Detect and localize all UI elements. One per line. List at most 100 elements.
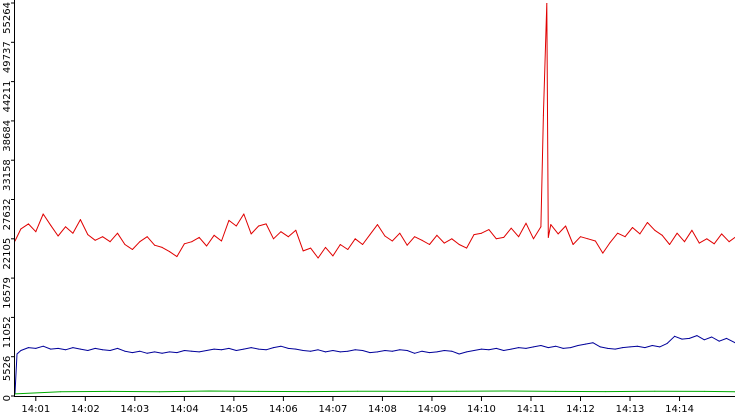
data-point [243, 213, 245, 215]
data-point [555, 390, 557, 392]
data-point [609, 241, 611, 243]
data-point [57, 235, 59, 237]
data-point [94, 239, 96, 241]
x-tick-label: 14:11 [517, 404, 546, 415]
data-point [518, 236, 520, 238]
data-point [654, 229, 656, 231]
data-point [698, 242, 700, 244]
data-point [505, 390, 507, 392]
data-point [674, 335, 676, 337]
data-point [325, 351, 326, 353]
data-point [332, 350, 334, 351]
data-point [572, 244, 574, 245]
data-point [661, 234, 663, 236]
x-axis-ticks: 14:01 14:02 14:03 14:04 14:05 14:06 14:07 14:08… [21, 397, 694, 415]
data-point [540, 345, 542, 346]
data-point [146, 352, 148, 354]
data-point [713, 243, 715, 245]
data-point [243, 348, 245, 350]
y-tick-label: 16579 [2, 277, 13, 309]
y-tick-label: 44211 [2, 81, 13, 113]
data-point [117, 232, 118, 234]
data-point [198, 236, 200, 238]
data-point [176, 256, 178, 258]
series-2 [14, 335, 735, 394]
data-point [565, 225, 567, 227]
data-point [384, 235, 386, 237]
data-point [594, 240, 596, 242]
data-point [659, 346, 661, 348]
data-point [280, 345, 282, 347]
y-tick-label: 22105 [2, 238, 13, 270]
data-point [684, 241, 685, 243]
data-point [550, 224, 552, 226]
data-point [599, 346, 601, 348]
data-point [295, 229, 297, 231]
data-point [102, 349, 104, 351]
data-point [339, 244, 341, 245]
data-point [458, 353, 460, 355]
x-tick-label: 14:03 [120, 404, 149, 415]
data-point [639, 233, 641, 235]
data-point [362, 244, 364, 245]
series-3 [14, 390, 735, 395]
data-point [161, 352, 163, 354]
data-point [546, 3, 548, 4]
data-point [646, 222, 648, 223]
data-point [354, 238, 356, 240]
data-point [60, 391, 62, 393]
data-point [399, 349, 401, 351]
data-point [495, 347, 497, 349]
x-tick-label: 14:07 [318, 404, 347, 415]
data-point [510, 227, 512, 229]
data-point [456, 390, 458, 392]
x-tick-label: 14:09 [418, 404, 447, 415]
data-point [518, 347, 520, 349]
data-point [310, 247, 312, 249]
data-point [391, 350, 393, 352]
y-tick-label: 5526 [2, 356, 13, 381]
data-point [339, 351, 341, 353]
data-point [562, 347, 564, 349]
data-point [191, 350, 193, 352]
data-point [636, 345, 638, 347]
data-point [79, 348, 81, 350]
y-tick-label: 27632 [2, 199, 13, 231]
data-point [347, 249, 349, 250]
data-point [436, 351, 438, 353]
x-tick-label: 14:08 [368, 404, 397, 415]
y-tick-label: 33158 [2, 159, 13, 191]
data-point [533, 346, 534, 348]
x-tick-label: 14:02 [71, 404, 100, 415]
data-point [146, 236, 148, 238]
data-point [273, 347, 274, 349]
data-point [384, 350, 386, 351]
data-point [213, 234, 215, 236]
data-point [183, 350, 185, 351]
x-tick-label: 14:10 [467, 404, 496, 415]
data-point [20, 350, 22, 351]
data-point [728, 241, 730, 243]
series-1 [14, 3, 735, 259]
data-point [592, 342, 594, 344]
data-point [369, 352, 371, 354]
data-point [35, 231, 37, 233]
data-point [191, 241, 193, 243]
series-layer [14, 3, 735, 395]
data-point [654, 390, 656, 392]
series-line [14, 335, 735, 394]
data-point [451, 238, 453, 240]
data-point [295, 348, 297, 350]
y-tick-label: 0 [2, 395, 13, 401]
data-point [436, 234, 438, 236]
data-point [696, 335, 698, 337]
data-point [109, 350, 111, 351]
data-point [510, 348, 512, 350]
data-point [161, 246, 163, 248]
data-point [585, 343, 586, 345]
data-point [72, 347, 74, 349]
data-point [617, 232, 619, 234]
data-point [414, 236, 416, 238]
data-point [488, 349, 490, 351]
